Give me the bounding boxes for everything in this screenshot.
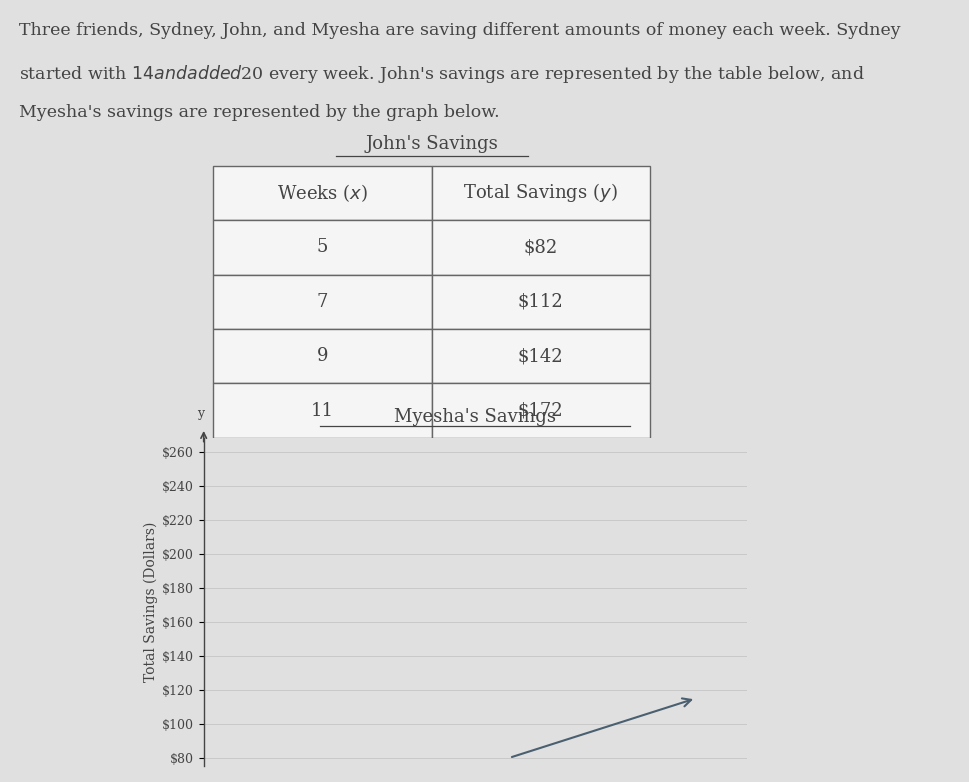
Text: Myesha's savings are represented by the graph below.: Myesha's savings are represented by the …: [19, 103, 499, 120]
Y-axis label: Total Savings (Dollars): Total Savings (Dollars): [143, 522, 158, 683]
Text: started with $14 and added $20 every week. John's savings are represented by the: started with $14 and added $20 every wee…: [19, 63, 864, 84]
Text: John's Savings: John's Savings: [365, 135, 497, 152]
Text: Three friends, Sydney, John, and Myesha are saving different amounts of money ea: Three friends, Sydney, John, and Myesha …: [19, 21, 900, 38]
Text: Myesha's Savings: Myesha's Savings: [393, 408, 556, 426]
Text: y: y: [198, 407, 204, 420]
